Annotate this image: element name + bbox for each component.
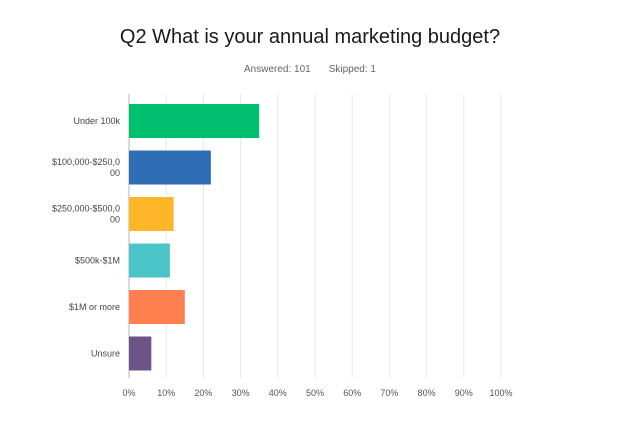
category-label: 00	[110, 215, 120, 225]
bar	[129, 336, 152, 371]
x-tick-label: 40%	[269, 388, 287, 398]
answered-count: Answered: 101	[244, 64, 311, 75]
category-label: $100,000-$250,0	[52, 157, 120, 167]
x-tick-label: 50%	[306, 388, 324, 398]
category-label: 00	[110, 168, 120, 178]
x-tick-label: 10%	[157, 388, 175, 398]
skipped-count: Skipped: 1	[328, 64, 376, 75]
category-label: $250,000-$500,0	[52, 204, 120, 214]
category-label: Under 100k	[73, 116, 120, 126]
bar	[129, 150, 211, 185]
x-tick-label: 80%	[418, 388, 436, 398]
x-tick-label: 20%	[194, 388, 212, 398]
bar	[129, 104, 260, 138]
response-stats: Answered: 101 Skipped: 1	[0, 64, 620, 75]
bar	[129, 197, 174, 231]
category-label: Unsure	[91, 349, 120, 359]
x-tick-label: 60%	[343, 388, 361, 398]
bar	[129, 243, 170, 278]
x-tick-label: 0%	[122, 388, 135, 398]
category-label: $1M or more	[69, 302, 120, 312]
x-tick-label: 70%	[380, 388, 398, 398]
bar	[129, 290, 185, 324]
x-tick-label: 90%	[455, 388, 473, 398]
question-title: Q2 What is your annual marketing budget?	[119, 26, 501, 48]
x-tick-label: 100%	[489, 388, 512, 398]
category-label: $500k-$1M	[75, 256, 120, 266]
x-tick-label: 30%	[232, 388, 250, 398]
